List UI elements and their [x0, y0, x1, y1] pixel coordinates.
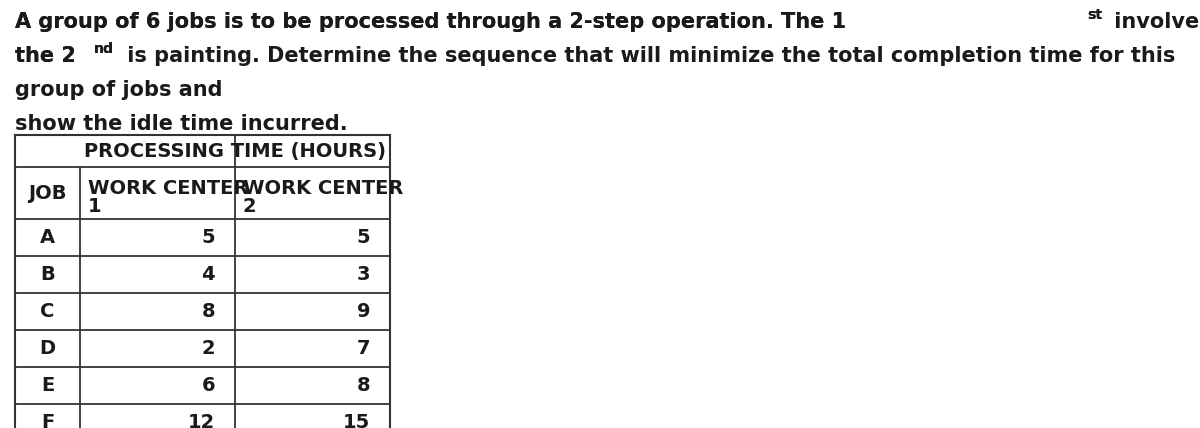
- Text: 5: 5: [202, 228, 215, 247]
- Text: A group of 6 jobs is to be processed through a 2-step operation. The 1: A group of 6 jobs is to be processed thr…: [14, 12, 846, 32]
- Text: E: E: [41, 376, 54, 395]
- Text: 4: 4: [202, 265, 215, 284]
- Text: nd: nd: [94, 42, 114, 56]
- Text: WORK CENTER: WORK CENTER: [242, 179, 403, 198]
- Text: A: A: [40, 228, 55, 247]
- Text: 7: 7: [356, 339, 370, 358]
- Text: 3: 3: [356, 265, 370, 284]
- Text: F: F: [41, 413, 54, 428]
- Text: group of jobs and: group of jobs and: [14, 80, 222, 100]
- Text: 15: 15: [343, 413, 370, 428]
- Text: show the idle time incurred.: show the idle time incurred.: [14, 114, 348, 134]
- Text: 1: 1: [88, 197, 102, 216]
- Text: nd: nd: [94, 42, 114, 56]
- Text: st: st: [1087, 8, 1103, 22]
- Text: B: B: [40, 265, 55, 284]
- Text: the 2: the 2: [14, 46, 76, 66]
- Text: is painting. Determine the sequence that will minimize the total completion time: is painting. Determine the sequence that…: [120, 46, 1175, 66]
- Text: D: D: [40, 339, 55, 358]
- Text: 8: 8: [356, 376, 370, 395]
- Text: JOB: JOB: [29, 184, 67, 202]
- Text: 5: 5: [356, 228, 370, 247]
- Text: st: st: [1087, 8, 1103, 22]
- Text: involves cleaning and: involves cleaning and: [1106, 12, 1200, 32]
- Text: 9: 9: [356, 302, 370, 321]
- Text: 8: 8: [202, 302, 215, 321]
- Text: C: C: [41, 302, 55, 321]
- Text: PROCESSING TIME (HOURS): PROCESSING TIME (HOURS): [84, 142, 386, 160]
- Text: 2: 2: [242, 197, 257, 216]
- Text: A group of 6 jobs is to be processed through a 2-step operation. The 1: A group of 6 jobs is to be processed thr…: [14, 12, 846, 32]
- Text: 6: 6: [202, 376, 215, 395]
- Text: 2: 2: [202, 339, 215, 358]
- Text: the 2: the 2: [14, 46, 76, 66]
- Text: WORK CENTER: WORK CENTER: [88, 179, 248, 198]
- Text: 12: 12: [187, 413, 215, 428]
